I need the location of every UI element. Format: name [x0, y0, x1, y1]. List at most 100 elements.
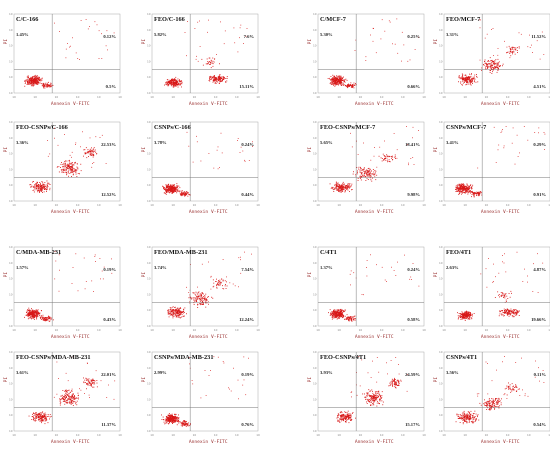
- data-point: [46, 419, 48, 421]
- data-point: [503, 315, 505, 317]
- data-point: [170, 187, 172, 189]
- data-point: [339, 316, 341, 318]
- data-point: [461, 84, 463, 85]
- data-point: [223, 77, 225, 78]
- y-axis-label: PI: [3, 272, 9, 278]
- data-point: [65, 401, 67, 403]
- data-point: [48, 84, 50, 86]
- data-point: [46, 82, 48, 84]
- data-point: [36, 184, 38, 186]
- data-point: [65, 168, 67, 170]
- data-point: [339, 315, 340, 317]
- data-point: [175, 316, 177, 318]
- data-point: [238, 286, 239, 288]
- data-point: [395, 275, 397, 276]
- data-point: [382, 153, 384, 155]
- data-point: [173, 184, 175, 186]
- data-point: [472, 79, 474, 81]
- y-tick-label: 10: [439, 59, 443, 63]
- data-point: [65, 169, 67, 171]
- data-point: [29, 184, 31, 186]
- data-point: [460, 183, 462, 185]
- x-tick-label: 10: [97, 203, 101, 207]
- data-point: [457, 318, 459, 320]
- data-point: [69, 46, 70, 48]
- data-point: [39, 414, 41, 415]
- y-tick-label: 10: [147, 167, 151, 171]
- data-point: [171, 82, 173, 84]
- data-point: [179, 311, 181, 313]
- data-point: [42, 416, 43, 417]
- data-point: [467, 81, 469, 83]
- data-point: [113, 32, 115, 34]
- data-point: [464, 79, 466, 81]
- data-point: [527, 139, 529, 141]
- data-point: [335, 315, 337, 317]
- data-point: [467, 314, 469, 315]
- data-point: [354, 315, 356, 317]
- data-point: [211, 76, 213, 78]
- data-point: [330, 83, 332, 85]
- data-point: [34, 313, 36, 315]
- data-point: [75, 403, 77, 405]
- data-point: [375, 172, 376, 174]
- data-point: [344, 318, 345, 320]
- data-point: [506, 309, 507, 311]
- data-point: [34, 76, 36, 77]
- data-point: [341, 78, 343, 80]
- y-tick-label: 10: [313, 12, 317, 16]
- data-point: [172, 310, 174, 312]
- data-point: [386, 154, 388, 156]
- data-point: [49, 187, 51, 189]
- data-point: [191, 297, 193, 299]
- data-point: [329, 183, 331, 185]
- data-point: [502, 312, 504, 313]
- data-point: [26, 310, 28, 312]
- data-point: [40, 186, 42, 188]
- data-point: [462, 317, 464, 319]
- data-point: [335, 312, 337, 314]
- data-point: [395, 158, 396, 159]
- data-point: [73, 400, 75, 402]
- data-point: [29, 312, 31, 314]
- data-point: [504, 295, 505, 296]
- data-point: [171, 184, 173, 186]
- data-point: [169, 82, 171, 84]
- data-point: [171, 83, 173, 85]
- data-point: [345, 186, 347, 188]
- data-point: [175, 311, 177, 313]
- data-point: [332, 78, 334, 79]
- data-point: [221, 76, 223, 78]
- data-point: [202, 64, 204, 66]
- data-point: [175, 308, 177, 310]
- data-point: [45, 420, 46, 422]
- data-point: [334, 76, 335, 77]
- data-point: [373, 174, 375, 176]
- data-point: [204, 299, 205, 300]
- data-point: [352, 85, 354, 86]
- data-point: [194, 300, 196, 302]
- data-point: [175, 85, 177, 87]
- data-point: [38, 414, 39, 416]
- data-point: [469, 191, 471, 193]
- data-point: [61, 398, 63, 400]
- data-point: [223, 78, 225, 80]
- data-point: [507, 311, 509, 313]
- data-point: [200, 160, 202, 162]
- data-point: [338, 314, 340, 315]
- data-point: [65, 372, 67, 374]
- data-point: [487, 63, 489, 64]
- data-point: [497, 67, 498, 69]
- data-point: [470, 74, 472, 76]
- data-point: [202, 301, 203, 303]
- data-point: [333, 191, 335, 192]
- lower-right-percent: 12.52%: [101, 192, 116, 197]
- data-point: [87, 384, 89, 386]
- data-point: [44, 318, 46, 319]
- data-point: [197, 298, 199, 300]
- data-point: [42, 85, 44, 87]
- data-point: [467, 314, 469, 316]
- x-tick-label: 10: [256, 328, 260, 332]
- data-point: [42, 183, 44, 185]
- data-point: [356, 167, 358, 168]
